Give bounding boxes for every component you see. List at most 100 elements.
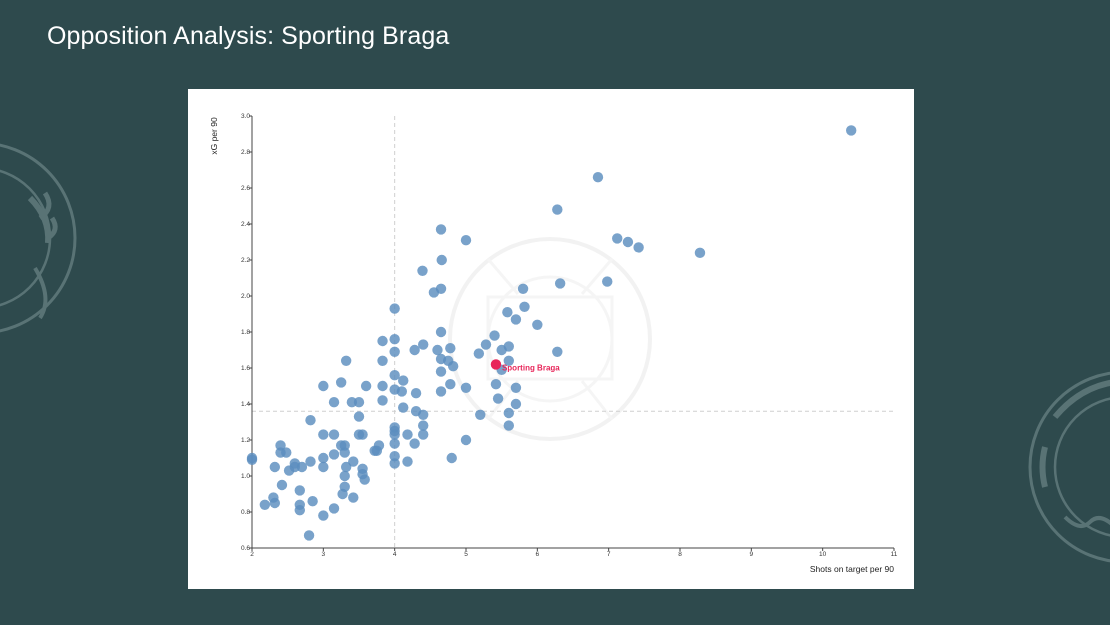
- team-point[interactable]: [460, 235, 472, 246]
- team-point[interactable]: [318, 461, 329, 473]
- team-point[interactable]: [489, 330, 500, 341]
- team-point[interactable]: [418, 339, 429, 350]
- team-point[interactable]: [503, 341, 514, 352]
- team-point[interactable]: [389, 370, 400, 381]
- team-point[interactable]: [402, 456, 413, 467]
- team-point[interactable]: [510, 382, 522, 393]
- team-point[interactable]: [480, 339, 492, 350]
- team-point[interactable]: [348, 492, 359, 503]
- team-point[interactable]: [398, 402, 409, 413]
- team-point[interactable]: [633, 242, 644, 253]
- team-point[interactable]: [503, 420, 514, 431]
- team-point[interactable]: [340, 355, 352, 366]
- team-point[interactable]: [389, 451, 400, 462]
- team-point[interactable]: [283, 465, 295, 476]
- team-point[interactable]: [492, 393, 504, 404]
- team-point[interactable]: [460, 382, 472, 393]
- team-point[interactable]: [503, 407, 514, 419]
- team-point[interactable]: [446, 452, 457, 464]
- team-point[interactable]: [435, 224, 447, 235]
- team-point[interactable]: [418, 429, 429, 440]
- team-point[interactable]: [432, 344, 443, 356]
- team-point[interactable]: [510, 398, 522, 410]
- team-point[interactable]: [337, 488, 348, 500]
- team-point[interactable]: [328, 397, 340, 408]
- team-point[interactable]: [552, 204, 563, 215]
- team-point[interactable]: [359, 474, 370, 485]
- team-point[interactable]: [318, 452, 329, 464]
- team-point[interactable]: [519, 301, 530, 312]
- team-point[interactable]: [475, 409, 486, 420]
- team-point[interactable]: [436, 254, 447, 266]
- team-point[interactable]: [328, 449, 340, 460]
- team-point[interactable]: [377, 395, 388, 406]
- team-point[interactable]: [294, 505, 305, 516]
- team-point[interactable]: [389, 429, 400, 440]
- team-point[interactable]: [554, 278, 566, 289]
- team-point[interactable]: [307, 496, 318, 507]
- team-point[interactable]: [294, 485, 305, 496]
- team-point[interactable]: [318, 429, 329, 440]
- highlighted-team-point[interactable]: [490, 359, 502, 370]
- team-point[interactable]: [371, 445, 383, 456]
- team-point[interactable]: [269, 461, 281, 473]
- team-point[interactable]: [409, 344, 420, 356]
- team-point[interactable]: [435, 283, 447, 294]
- team-point[interactable]: [353, 397, 365, 408]
- team-point[interactable]: [389, 458, 400, 469]
- team-point[interactable]: [303, 530, 315, 541]
- team-point[interactable]: [402, 429, 413, 440]
- team-point[interactable]: [377, 335, 388, 347]
- team-point[interactable]: [275, 440, 286, 451]
- team-point[interactable]: [357, 429, 368, 440]
- team-point[interactable]: [318, 380, 329, 392]
- team-point[interactable]: [328, 503, 340, 514]
- team-point[interactable]: [328, 429, 340, 440]
- team-point[interactable]: [339, 470, 350, 482]
- team-point[interactable]: [340, 461, 352, 473]
- team-point[interactable]: [318, 510, 329, 521]
- team-point[interactable]: [447, 361, 459, 372]
- team-point[interactable]: [510, 314, 522, 325]
- team-point[interactable]: [409, 438, 420, 449]
- team-point[interactable]: [445, 343, 456, 354]
- team-point[interactable]: [417, 265, 428, 276]
- team-point[interactable]: [339, 447, 350, 458]
- team-point[interactable]: [460, 434, 472, 446]
- team-point[interactable]: [353, 411, 365, 422]
- team-point[interactable]: [517, 283, 529, 294]
- team-point[interactable]: [259, 499, 271, 510]
- team-point[interactable]: [389, 334, 400, 345]
- team-point[interactable]: [360, 380, 372, 392]
- team-point[interactable]: [246, 454, 258, 465]
- team-point[interactable]: [269, 497, 281, 509]
- team-point[interactable]: [305, 415, 316, 426]
- team-point[interactable]: [418, 409, 429, 420]
- team-point[interactable]: [502, 307, 513, 318]
- team-point[interactable]: [503, 355, 514, 366]
- team-point[interactable]: [389, 346, 400, 357]
- team-point[interactable]: [592, 172, 604, 183]
- team-point[interactable]: [377, 355, 388, 366]
- team-point[interactable]: [410, 388, 422, 399]
- team-point[interactable]: [473, 348, 485, 359]
- team-point[interactable]: [398, 375, 409, 386]
- team-point[interactable]: [490, 379, 502, 390]
- team-point[interactable]: [389, 384, 400, 395]
- team-point[interactable]: [622, 236, 634, 248]
- team-point[interactable]: [276, 479, 288, 491]
- team-point[interactable]: [602, 276, 613, 287]
- team-point[interactable]: [275, 447, 286, 458]
- team-point[interactable]: [335, 377, 347, 388]
- team-point[interactable]: [348, 456, 359, 467]
- team-point[interactable]: [346, 397, 358, 408]
- team-point[interactable]: [612, 233, 623, 244]
- team-point[interactable]: [694, 247, 706, 258]
- team-point[interactable]: [532, 319, 543, 330]
- team-point[interactable]: [435, 386, 447, 397]
- team-point[interactable]: [418, 420, 429, 431]
- team-point[interactable]: [305, 456, 316, 467]
- team-point[interactable]: [846, 125, 857, 136]
- team-point[interactable]: [435, 366, 447, 377]
- team-point[interactable]: [445, 379, 456, 390]
